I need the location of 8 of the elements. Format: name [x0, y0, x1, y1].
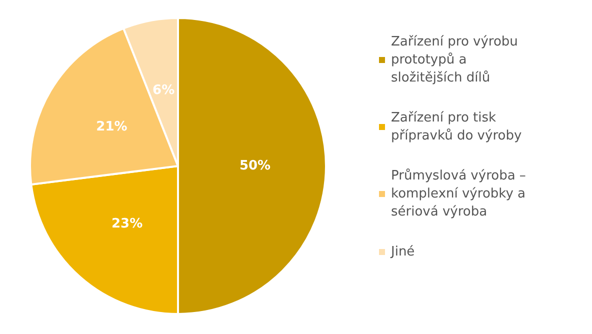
- data-label: 6%: [152, 82, 175, 98]
- data-label: 21%: [96, 119, 128, 134]
- legend-label: Zařízení pro výrobu prototypů a složitějších dílů: [391, 34, 522, 86]
- legend-label: Zařízení pro tisk přípravků do výroby: [391, 110, 522, 144]
- legend-label: Jiné: [390, 244, 415, 260]
- legend-label: Průmyslová výroba – komplexní výrobky a sériová výroba: [391, 168, 530, 220]
- data-label: 50%: [239, 158, 271, 174]
- data-label: 23%: [112, 216, 143, 232]
